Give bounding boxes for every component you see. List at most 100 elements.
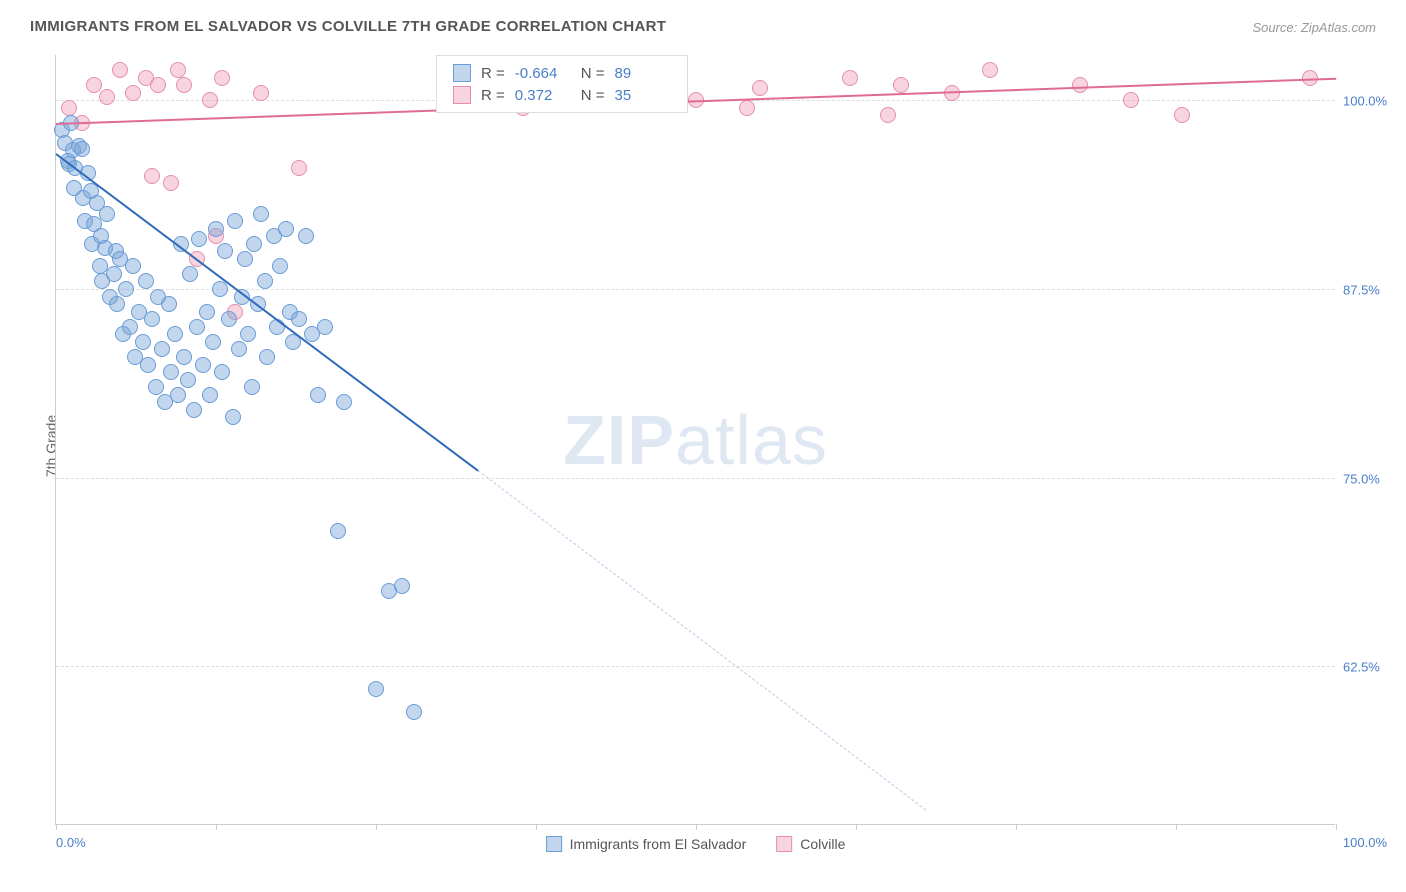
blue-point (231, 341, 247, 357)
blue-point (195, 357, 211, 373)
trend-line (56, 78, 1336, 125)
blue-n-value: 89 (615, 65, 671, 82)
pink-point (1072, 77, 1088, 93)
plot-area: ZIPatlas 62.5%75.0%87.5%100.0% R = -0.66… (55, 55, 1335, 825)
blue-legend-label: Immigrants from El Salvador (570, 836, 747, 852)
pink-point (880, 107, 896, 123)
r-label: R = (481, 87, 505, 104)
blue-point (170, 387, 186, 403)
xtick (856, 824, 857, 830)
blue-point (125, 258, 141, 274)
pink-point (144, 168, 160, 184)
ytick-label: 62.5% (1343, 660, 1393, 675)
ytick-label: 75.0% (1343, 471, 1393, 486)
x-axis-min-label: 0.0% (56, 835, 86, 850)
blue-point (189, 319, 205, 335)
pink-point (893, 77, 909, 93)
blue-swatch-icon (453, 64, 471, 82)
blue-point (317, 319, 333, 335)
blue-point (167, 326, 183, 342)
blue-point (144, 311, 160, 327)
pink-point (1174, 107, 1190, 123)
blue-point (118, 281, 134, 297)
blue-point (138, 273, 154, 289)
blue-point (186, 402, 202, 418)
xtick (536, 824, 537, 830)
blue-point (176, 349, 192, 365)
pink-r-value: 0.372 (515, 87, 571, 104)
blue-point (180, 372, 196, 388)
xtick (1336, 824, 1337, 830)
blue-point (291, 311, 307, 327)
xtick (696, 824, 697, 830)
blue-point (336, 394, 352, 410)
pink-point (163, 175, 179, 191)
blue-point (199, 304, 215, 320)
blue-point (244, 379, 260, 395)
pink-legend-swatch-icon (776, 836, 792, 852)
blue-point (272, 258, 288, 274)
blue-point (368, 681, 384, 697)
pink-point (61, 100, 77, 116)
blue-point (212, 281, 228, 297)
watermark-bold: ZIP (563, 401, 675, 479)
xtick (216, 824, 217, 830)
blue-point (253, 206, 269, 222)
watermark: ZIPatlas (563, 400, 828, 480)
pink-point (176, 77, 192, 93)
blue-point (259, 349, 275, 365)
ytick-label: 100.0% (1343, 94, 1393, 109)
pink-point (291, 160, 307, 176)
pink-point (982, 62, 998, 78)
chart-title: IMMIGRANTS FROM EL SALVADOR VS COLVILLE … (30, 18, 666, 35)
blue-point (298, 228, 314, 244)
pink-point (214, 70, 230, 86)
pink-point (86, 77, 102, 93)
x-axis-max-label: 100.0% (1343, 835, 1387, 850)
pink-swatch-icon (453, 86, 471, 104)
source-text: Source: ZipAtlas.com (1252, 20, 1376, 35)
blue-point (202, 387, 218, 403)
legend-item-blue: Immigrants from El Salvador (546, 836, 747, 852)
stats-box: R = -0.664 N = 89 R = 0.372 N = 35 (436, 55, 688, 113)
blue-point (191, 231, 207, 247)
ytick-label: 87.5% (1343, 283, 1393, 298)
blue-point (227, 213, 243, 229)
pink-point (112, 62, 128, 78)
n-label: N = (581, 87, 605, 104)
blue-point (122, 319, 138, 335)
pink-point (99, 89, 115, 105)
pink-point (752, 80, 768, 96)
blue-point (240, 326, 256, 342)
blue-point (148, 379, 164, 395)
pink-point (253, 85, 269, 101)
pink-point (170, 62, 186, 78)
legend: Immigrants from El Salvador Colville (546, 836, 846, 852)
blue-point (221, 311, 237, 327)
trend-line-dashed (478, 470, 927, 810)
xtick (376, 824, 377, 830)
blue-point (406, 704, 422, 720)
blue-point (99, 206, 115, 222)
blue-point (225, 409, 241, 425)
blue-point (74, 141, 90, 157)
pink-point (1123, 92, 1139, 108)
blue-point (205, 334, 221, 350)
xtick (1016, 824, 1017, 830)
pink-n-value: 35 (615, 87, 671, 104)
stats-row-blue: R = -0.664 N = 89 (453, 62, 671, 84)
blue-point (208, 221, 224, 237)
blue-point (154, 341, 170, 357)
gridline: 62.5% (56, 666, 1335, 667)
blue-point (109, 296, 125, 312)
pink-point (150, 77, 166, 93)
blue-point (237, 251, 253, 267)
blue-point (394, 578, 410, 594)
blue-point (161, 296, 177, 312)
watermark-rest: atlas (675, 401, 828, 479)
blue-point (257, 273, 273, 289)
blue-point (330, 523, 346, 539)
pink-point (842, 70, 858, 86)
blue-point (246, 236, 262, 252)
pink-point (739, 100, 755, 116)
